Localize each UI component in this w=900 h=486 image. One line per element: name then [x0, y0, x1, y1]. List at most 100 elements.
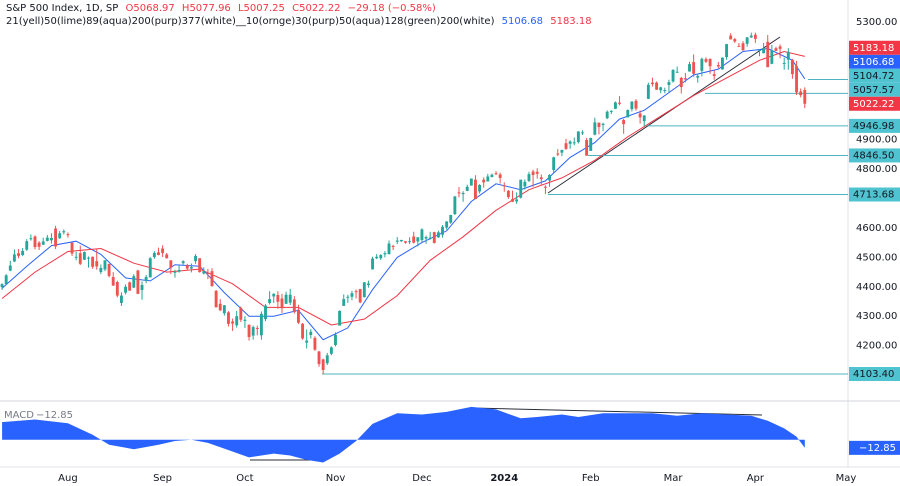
candle-body [119, 295, 123, 303]
candle-body [185, 265, 189, 269]
candle-body [449, 215, 453, 223]
candle-body [140, 285, 144, 290]
last-price-label: 5022.22 [853, 99, 894, 110]
candle-body [412, 236, 416, 243]
candle-body [313, 337, 317, 350]
candle-body [490, 174, 494, 178]
candle-body [387, 243, 391, 255]
candle-body [593, 122, 597, 135]
candle-body [461, 192, 465, 195]
candle-body [74, 256, 78, 258]
level-price-label-box [849, 68, 900, 83]
candle-body [375, 256, 379, 259]
candle-body [733, 39, 737, 42]
candle-body [795, 66, 798, 93]
x-tick-label: Feb [582, 473, 600, 484]
candle-body [362, 282, 366, 298]
x-tick-label: Apr [747, 473, 765, 484]
candle-body [737, 45, 741, 47]
level-price-label: 4103.40 [853, 369, 894, 380]
candle-body [391, 245, 395, 247]
macd-value-box [849, 440, 900, 455]
candle-body [692, 62, 696, 74]
candle-body [613, 102, 617, 109]
candle-body [502, 185, 506, 187]
candle-body [679, 77, 683, 88]
candle-body [729, 35, 733, 40]
candle-body [721, 57, 724, 70]
candle-body [4, 275, 8, 285]
candle-body [189, 267, 193, 269]
candle-body [297, 309, 300, 323]
candle-body [642, 115, 646, 122]
candle-body [0, 284, 4, 288]
candle-body [597, 122, 601, 128]
candle-body [683, 78, 687, 80]
candle-body [803, 90, 807, 104]
candle-body [82, 252, 86, 260]
candle-body [276, 295, 280, 302]
y-tick-label: 4800.00 [856, 164, 897, 175]
candle-body [646, 84, 650, 99]
candle-body [95, 261, 99, 267]
ma-price-label: 5183.18 [853, 43, 894, 54]
candle-body [408, 241, 412, 243]
candle-body [638, 113, 642, 118]
candle-body [399, 240, 403, 242]
ma-price-label-box [849, 40, 900, 55]
candle-body [762, 48, 766, 54]
candle-body [745, 37, 749, 44]
candle-body [436, 232, 440, 238]
candle-body [404, 241, 407, 243]
candle-body [21, 250, 25, 255]
x-tick-label: Oct [236, 473, 253, 484]
candle-body [280, 298, 284, 309]
candle-body [41, 241, 45, 245]
candle-body [716, 65, 720, 67]
candle-body [37, 242, 41, 247]
candle-body [350, 293, 354, 297]
candle-body [659, 87, 663, 91]
candle-body [12, 254, 16, 262]
candle-body [688, 64, 691, 72]
candle-body [239, 307, 243, 320]
ma-price-label: 5106.68 [853, 57, 894, 68]
ma-value: 5106.68 [501, 16, 544, 27]
candle-body [572, 142, 576, 144]
candle-body [741, 43, 745, 51]
candle-body [144, 277, 148, 281]
candle-body [704, 59, 708, 62]
candle-body [486, 176, 490, 182]
x-tick-label: Mar [664, 473, 684, 484]
candle-body [366, 283, 370, 285]
candle-body [581, 132, 584, 134]
candle-body [556, 153, 560, 155]
x-tick-label: Sep [153, 473, 172, 484]
candle-body [474, 179, 477, 200]
candle-body [132, 276, 136, 288]
candle-body [284, 294, 288, 304]
candle-body [778, 46, 782, 49]
candle-body [169, 260, 173, 268]
header-line: S&P 500 Index, 1D, SP O5068.97 H5077.96 … [6, 2, 596, 15]
candle-body [70, 242, 74, 254]
y-tick-label: 4400.00 [856, 282, 897, 293]
close-value: C5022.22 [292, 3, 341, 14]
y-tick-label: 4200.00 [856, 341, 897, 352]
candle-body [453, 196, 457, 215]
candle-body [786, 51, 790, 60]
candle-body [259, 313, 263, 336]
candle-body [321, 359, 325, 370]
candle-body [50, 237, 53, 241]
candle-body [634, 100, 638, 109]
x-tick-label: Nov [326, 473, 346, 484]
level-price-label: 5104.72 [853, 71, 894, 82]
candle-body [78, 253, 82, 264]
candle-body [465, 186, 469, 191]
candle-body [445, 221, 449, 228]
candle-body [329, 347, 333, 354]
candle-body [560, 150, 564, 153]
candle-body [506, 190, 510, 198]
candle-body [128, 282, 132, 291]
